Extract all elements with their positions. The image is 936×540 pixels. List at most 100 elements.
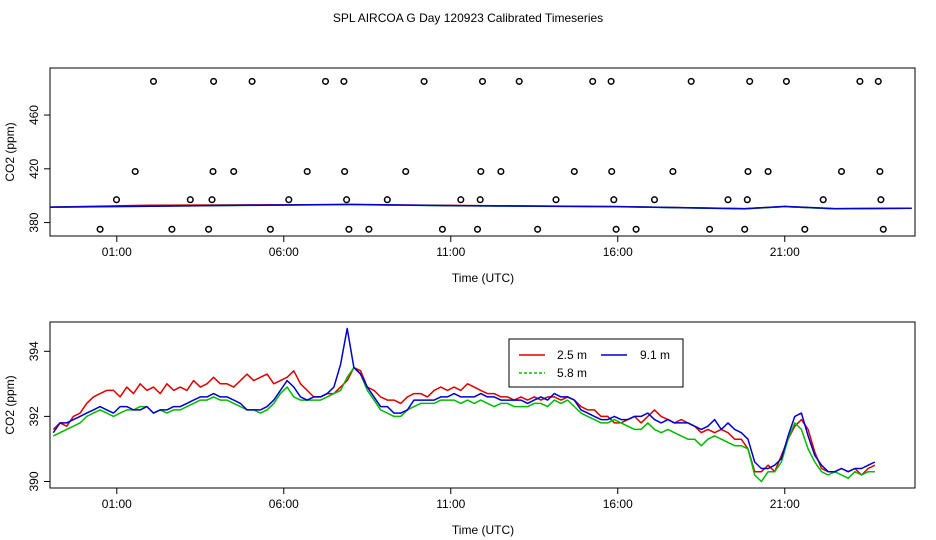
top-y-tick-label: 420 — [27, 158, 41, 178]
calibration-point — [879, 225, 887, 233]
calibration-point — [819, 196, 827, 204]
calibration-point — [303, 167, 311, 176]
calibration-point — [724, 196, 732, 204]
calibration-point — [687, 77, 695, 85]
calibration-point — [515, 77, 523, 85]
bottom-x-tick-label: 01:00 — [102, 497, 132, 511]
calibration-point — [856, 77, 864, 85]
calibration-point — [610, 196, 618, 204]
bottom-x-ticks: 01:00 06:00 11:00 16:00 21:00 — [102, 488, 800, 511]
calibration-point — [209, 167, 217, 176]
bottom-y-ticks: 390 392 394 — [27, 341, 50, 492]
calibration-point — [837, 167, 846, 176]
legend: 2.5 m 9.1 m 5.8 m — [508, 338, 684, 388]
calibration-point — [782, 77, 790, 85]
calibration-point — [205, 225, 213, 233]
bottom-y-tick-label: 390 — [27, 471, 41, 491]
bottom-series-lines — [52, 327, 876, 483]
calibration-point — [877, 196, 885, 204]
top-calibration-points — [96, 77, 887, 233]
top-x-tick-label: 11:00 — [436, 245, 465, 259]
bottom-y-tick-label: 392 — [27, 406, 41, 426]
calibration-point — [570, 167, 578, 176]
calibration-point — [285, 196, 293, 204]
top-y-tick-label: 460 — [27, 105, 41, 125]
calibration-point — [612, 225, 620, 233]
calibration-point — [248, 77, 256, 85]
calibration-point — [365, 225, 373, 233]
bottom-x-axis-label: Time (UTC) — [452, 523, 514, 537]
calibration-point — [208, 196, 216, 204]
top-line-9.1m — [49, 203, 912, 210]
top-lines — [49, 203, 912, 210]
bottom-x-tick-label: 11:00 — [436, 497, 465, 511]
legend-label-5.8m: 5.8 m — [557, 366, 587, 380]
series-line-2.5m — [52, 366, 876, 476]
calibration-point — [876, 167, 884, 176]
bottom-x-tick-label: 06:00 — [269, 497, 299, 511]
top-y-tick-label: 380 — [27, 212, 41, 232]
calibration-point — [552, 196, 560, 204]
calibration-point — [746, 77, 754, 85]
calibration-point — [210, 77, 218, 85]
calibration-point — [607, 77, 615, 85]
legend-box — [508, 338, 684, 388]
calibration-point — [589, 77, 597, 85]
calibration-point — [266, 225, 274, 233]
calibration-point — [420, 77, 428, 85]
top-plot-frame — [49, 67, 916, 237]
calibration-point — [764, 167, 772, 176]
calibration-point — [186, 196, 194, 204]
calibration-point — [345, 225, 353, 233]
top-x-tick-label: 16:00 — [603, 245, 633, 259]
calibration-point — [341, 167, 349, 176]
top-x-ticks: 01:00 06:00 11:00 16:00 21:00 — [102, 236, 800, 259]
calibration-point — [112, 196, 121, 204]
calibration-point — [743, 196, 751, 204]
legend-label-9.1m: 9.1 m — [640, 348, 670, 362]
calibration-point — [168, 225, 176, 233]
series-line-5.8m — [52, 366, 875, 483]
calibration-point — [476, 196, 484, 204]
calibration-point — [534, 225, 542, 233]
calibration-point — [473, 225, 482, 233]
bottom-y-tick-label: 394 — [27, 341, 41, 361]
calibration-point — [741, 225, 749, 233]
top-x-tick-label: 06:00 — [269, 245, 299, 259]
calibration-point — [340, 77, 348, 85]
top-y-axis-label: CO2 (ppm) — [3, 122, 17, 181]
bottom-x-tick-label: 21:00 — [770, 497, 800, 511]
calibration-point — [383, 196, 391, 204]
calibration-point — [706, 225, 714, 233]
top-y-ticks: 380 420 460 — [27, 105, 50, 233]
legend-label-2.5m: 2.5 m — [557, 348, 587, 362]
calibration-point — [874, 77, 882, 85]
calibration-point — [96, 225, 104, 233]
calibration-point — [131, 167, 139, 176]
calibration-point — [230, 167, 238, 176]
calibration-point — [149, 77, 158, 85]
figure-title: SPL AIRCOA G Day 120923 Calibrated Times… — [333, 11, 603, 25]
top-x-tick-label: 01:00 — [102, 245, 132, 259]
calibration-point — [608, 167, 616, 176]
calibration-point — [650, 196, 659, 204]
calibration-point — [321, 77, 330, 85]
bottom-x-tick-label: 16:00 — [603, 497, 633, 511]
calibration-point — [478, 77, 487, 85]
calibration-point — [497, 167, 505, 176]
calibration-point — [744, 167, 752, 176]
top-x-axis-label: Time (UTC) — [452, 271, 514, 285]
calibration-point — [669, 167, 677, 176]
calibration-point — [801, 225, 809, 233]
calibration-point — [477, 167, 485, 176]
bottom-plot-frame — [49, 321, 916, 489]
calibration-point — [632, 225, 640, 233]
bottom-panel: CO2 (ppm) Time (UTC) 390 392 394 01:00 06:0… — [3, 321, 916, 537]
top-x-tick-label: 21:00 — [770, 245, 800, 259]
top-panel: CO2 (ppm) Time (UTC) 380 420 460 01:00 06:0… — [3, 67, 916, 285]
calibration-point — [457, 196, 465, 204]
calibration-point — [438, 225, 446, 233]
series-line-9.1m — [52, 327, 876, 473]
calibration-point — [343, 196, 351, 204]
